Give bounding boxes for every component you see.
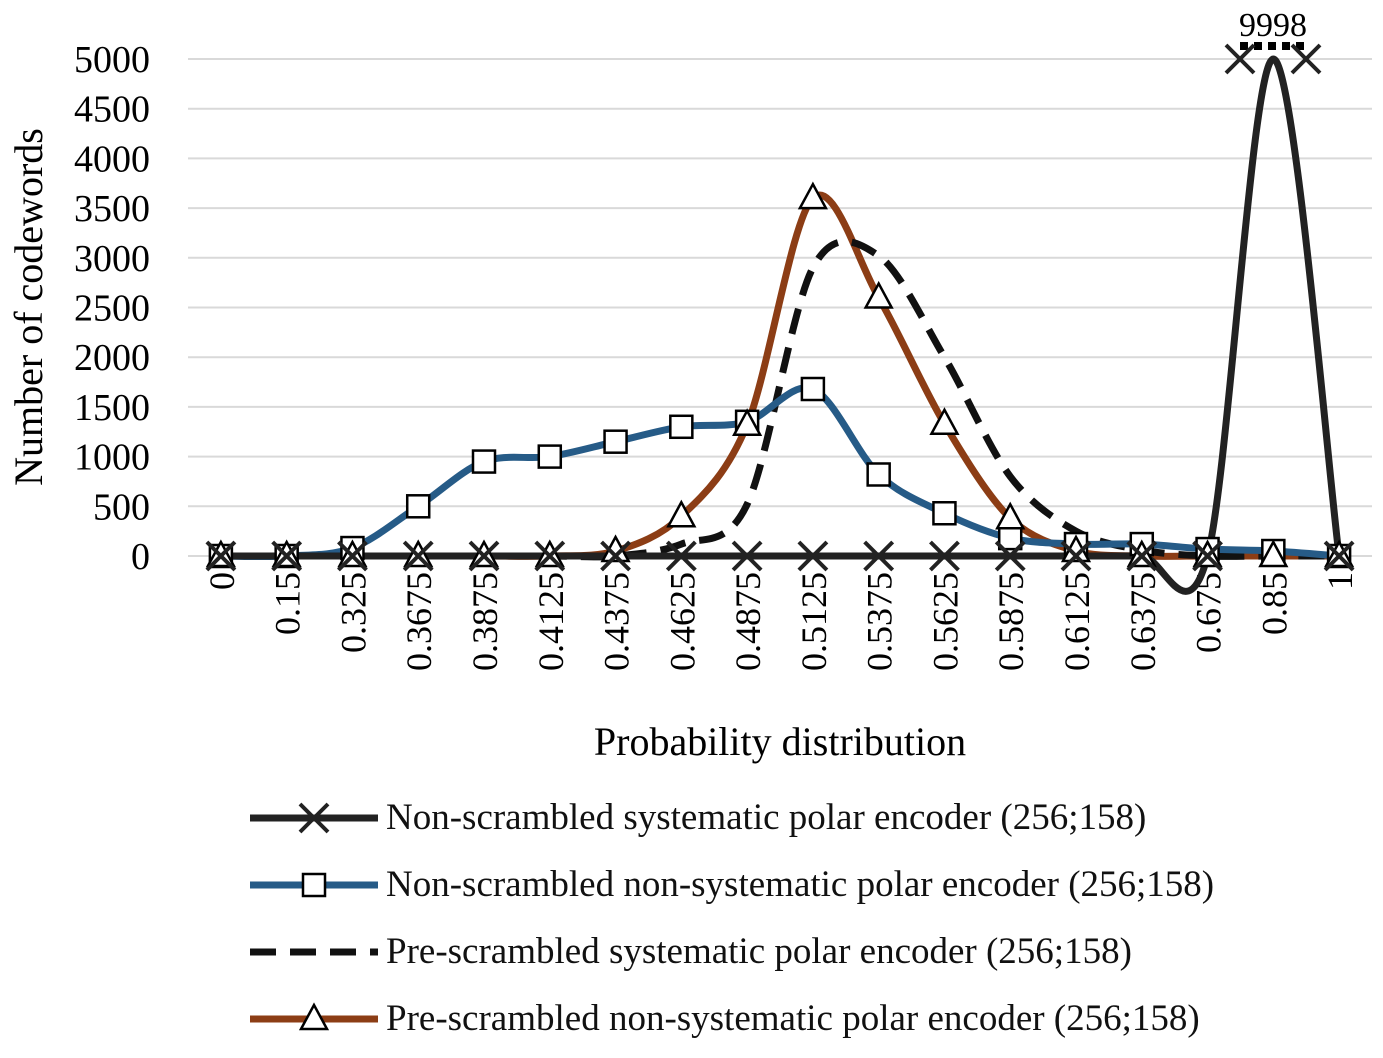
legend-marker-0	[298, 802, 330, 834]
y-tick-label: 4000	[74, 138, 150, 180]
marker-3-12	[995, 501, 1026, 530]
legend-item-0: Non-scrambled systematic polar encoder (…	[248, 790, 1368, 857]
y-tick-label: 3000	[74, 238, 150, 280]
legend-swatch-3	[250, 1002, 378, 1031]
y-tick-label: 3500	[74, 188, 150, 230]
series-line-1	[220, 384, 1340, 561]
legend-label-0: Non-scrambled systematic polar encoder (…	[386, 797, 1147, 838]
marker-3-7	[666, 499, 697, 528]
marker-0-1	[271, 540, 303, 572]
x-axis-ticks: 0 0.15 0.325 0.3675 0.3875 0.4125 0.4375 0.4625…	[202, 572, 1360, 671]
x-tick-label: 0.85	[1254, 572, 1294, 635]
x-tick-label: 0.5375	[860, 572, 900, 671]
y-axis-label: Number of codewords	[6, 128, 51, 486]
marker-0-6	[600, 540, 631, 572]
x-tick-label: 0.4875	[728, 572, 768, 671]
marker-1-9	[800, 376, 826, 402]
legend-label-1: Non-scrambled non-systematic polar encod…	[386, 864, 1215, 905]
series-layer	[220, 42, 1343, 595]
marker-3-16	[1258, 539, 1289, 568]
marker-1-11	[932, 501, 957, 526]
x-axis-label: Probability distribution	[594, 719, 966, 764]
marker-0-11	[929, 540, 960, 572]
y-tick-label: 2000	[74, 337, 150, 379]
marker-3-10	[863, 280, 894, 309]
series-line-3	[220, 191, 1340, 560]
marker-3-8	[732, 408, 763, 437]
x-tick-label: 0.3875	[465, 572, 505, 671]
x-tick-label: 0.325	[333, 572, 373, 653]
legend-swatch-0	[250, 802, 378, 834]
marker-0-4	[468, 540, 500, 572]
y-tick-label: 500	[93, 486, 150, 528]
x-tick-label: 0.5625	[925, 572, 965, 671]
legend-marker-1	[301, 872, 327, 898]
marker-1-10	[866, 462, 891, 487]
marker-3-9	[797, 181, 828, 210]
x-tick-label: 0	[202, 572, 242, 590]
x-tick-label: 0.6375	[1123, 572, 1163, 671]
marker-0-peak-left	[1224, 43, 1256, 75]
marker-0-peak-right	[1290, 43, 1322, 75]
x-tick-label: 0.4375	[597, 572, 637, 671]
legend-label-3: Pre-scrambled non-systematic polar encod…	[386, 998, 1200, 1039]
marker-1-7	[669, 414, 694, 440]
marker-0-8	[731, 540, 763, 572]
marker-0-15	[1192, 540, 1223, 572]
x-tick-label: 0.4125	[531, 572, 571, 671]
marker-0-5	[534, 540, 566, 572]
x-tick-label: 0.6125	[1057, 572, 1097, 671]
marker-0-2	[337, 540, 368, 572]
x-tick-label: 1	[1320, 572, 1360, 590]
marker-0-7	[665, 540, 697, 572]
marker-0-12	[994, 540, 1026, 572]
y-axis-ticks: 0 500 1000 1500 2000 2500 3000 3500 4000 4500 5000	[74, 39, 150, 578]
marker-1-4	[471, 449, 497, 474]
x-tick-label: 0.5125	[794, 572, 834, 671]
marker-0-10	[863, 540, 895, 572]
series-line-0	[220, 55, 1343, 595]
legend-item-3: Pre-scrambled non-systematic polar encod…	[248, 991, 1368, 1058]
marker-1-5	[537, 444, 563, 469]
markers-layer	[205, 43, 1355, 572]
x-tick-label: 0.3675	[399, 572, 439, 671]
marker-1-3	[405, 494, 431, 519]
x-tick-label: 0.5875	[991, 572, 1031, 671]
peak-annotation: 9998	[1239, 7, 1307, 44]
x-tick-label: 0.15	[268, 572, 308, 635]
legend-swatch-1	[250, 872, 378, 898]
marker-0-13	[1060, 540, 1092, 572]
marker-0-9	[797, 540, 829, 572]
legend-item-1: Non-scrambled non-systematic polar encod…	[248, 857, 1368, 924]
legend-swatch-2	[250, 948, 378, 956]
legend-marker-3	[298, 1002, 330, 1031]
marker-1-6	[603, 429, 628, 454]
marker-0-17	[1323, 540, 1355, 572]
legend-label-2: Pre-scrambled systematic polar encoder (…	[386, 931, 1132, 972]
y-tick-label: 1500	[74, 387, 150, 429]
marker-0-3	[402, 540, 434, 572]
marker-0-0	[205, 540, 237, 572]
y-tick-label: 5000	[74, 39, 150, 81]
marker-0-14	[1126, 540, 1158, 572]
y-tick-label: 1000	[74, 437, 150, 479]
chart: 0 500 1000 1500 2000 2500 3000 3500 4000 4500 5000…	[6, 7, 1372, 764]
y-tick-label: 0	[131, 536, 150, 578]
y-tick-label: 4500	[74, 89, 150, 131]
legend-item-2: Pre-scrambled systematic polar encoder (…	[248, 924, 1368, 991]
x-tick-label: 0.4625	[662, 572, 702, 671]
marker-3-11	[929, 407, 960, 436]
legend: Non-scrambled systematic polar encoder (…	[248, 790, 1368, 1058]
y-tick-label: 2500	[74, 288, 150, 330]
